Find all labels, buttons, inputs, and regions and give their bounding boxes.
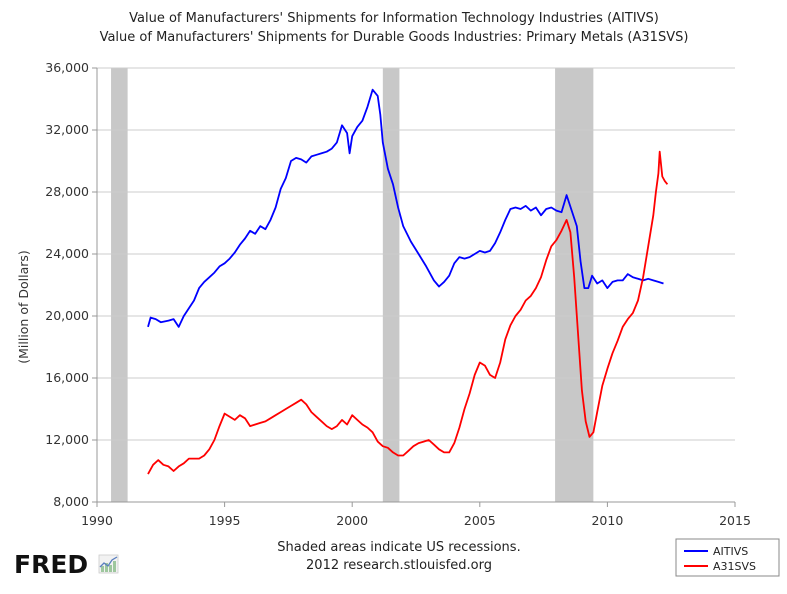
series-line-a31svs [147,150,669,475]
legend-box [675,538,780,577]
y-tick-label: 8,000 [53,494,89,509]
x-tick-label: 2010 [591,513,623,528]
x-tick-label: 2015 [719,513,751,528]
chart-title-line-1: Value of Manufacturers' Shipments for In… [129,11,659,26]
fred-logo: FRED [14,550,119,579]
recession-bands [111,68,594,502]
x-tick-label: 2000 [336,513,368,528]
series-line-aitivs [147,88,664,328]
fred-logo-text: FRED [14,550,88,579]
legend: AITIVS A31SVS [675,538,780,577]
grid-lines [97,67,735,503]
recession-note: Shaded areas indicate US recessions. [277,540,520,555]
legend-label-aitivs: AITIVS [713,545,748,558]
recession-band [382,68,400,502]
chart-title-line-2: Value of Manufacturers' Shipments for Du… [100,30,689,45]
y-axis-label: (Million of Dollars) [16,250,31,364]
y-tick-label: 28,000 [45,184,89,199]
source-note: 2012 research.stlouisfed.org [306,558,492,573]
x-tick-label: 1995 [209,513,241,528]
recession-band [111,68,128,502]
legend-label-a31svs: A31SVS [713,560,756,573]
fred-logo-chart-icon [98,554,119,574]
x-tick-label: 2005 [464,513,496,528]
x-tick-label: 1990 [81,513,113,528]
y-tick-label: 36,000 [45,60,89,75]
y-tick-label: 16,000 [45,370,89,385]
y-tick-label: 32,000 [45,122,89,137]
axes: 8,000 12,000 16,000 20,000 24,000 28,000 32,00… [45,60,751,528]
y-tick-label: 20,000 [45,308,89,323]
data-series [147,88,669,475]
y-tick-label: 24,000 [45,246,89,261]
y-tick-label: 12,000 [45,432,89,447]
